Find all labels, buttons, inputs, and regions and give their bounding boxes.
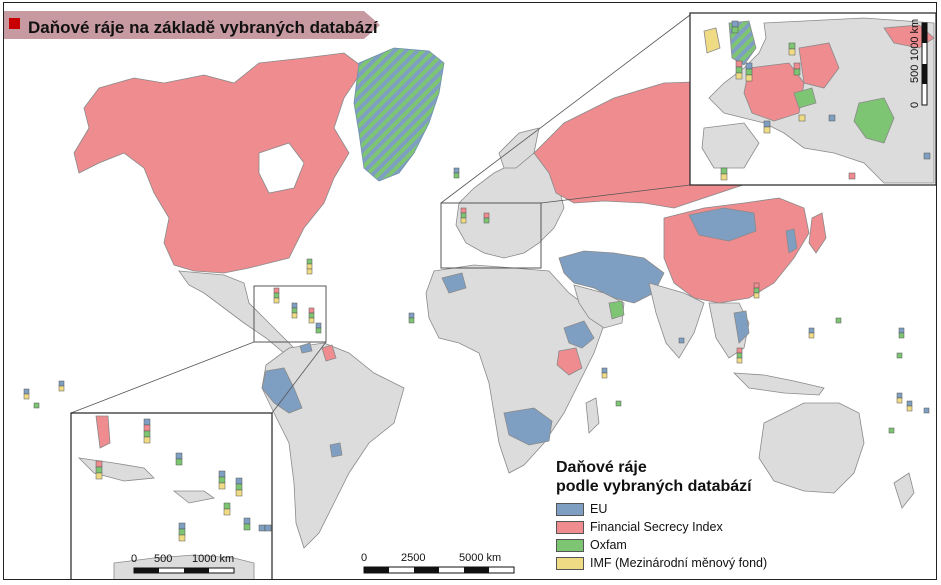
legend-item-fsi: Financial Secrecy Index — [556, 518, 776, 536]
main-scale-label-0: 0 — [361, 552, 368, 564]
africa — [425, 264, 605, 474]
peru-eu — [261, 367, 303, 414]
legend-item-eu: EU — [556, 500, 776, 518]
oman-oxfam — [608, 300, 625, 320]
marker-europe-main — [460, 207, 490, 224]
marker-atlantic — [408, 167, 460, 324]
caribbean-leader-line-2 — [271, 341, 327, 414]
caribbean-scale-label-1000: 1000 km — [192, 553, 235, 565]
legend-title-line2: podle vybraných databází — [556, 478, 752, 495]
legend-item-oxfam: Oxfam — [556, 536, 776, 554]
main-scale-label-2500: 2500 — [401, 552, 426, 564]
caribbean-scale-label-500: 500 — [154, 553, 173, 565]
mexico — [178, 270, 295, 354]
main-scale-bar — [363, 566, 515, 574]
marker-pacific — [888, 327, 930, 434]
india — [648, 282, 705, 359]
europe-leader-line-2 — [440, 14, 691, 204]
west-africa-eu — [441, 272, 467, 294]
legend: Daňové ráje podle vybraných databází EU … — [556, 458, 776, 572]
madagascar — [585, 397, 600, 434]
main-scale-label-5000: 5000 km — [459, 552, 502, 564]
legend-label-oxfam: Oxfam — [590, 538, 627, 552]
japan-fsi — [808, 212, 827, 254]
legend-label-eu: EU — [590, 502, 608, 516]
mongolia-eu — [688, 207, 757, 242]
map-title: Daňové ráje na základě vybraných databáz… — [28, 18, 378, 37]
marker-carib-1 — [291, 302, 298, 319]
marker-indian-ocean — [601, 337, 685, 407]
legend-swatch-eu — [556, 502, 584, 516]
indonesia — [732, 372, 825, 396]
hudson-bay — [258, 142, 305, 194]
legend-item-imf: IMF (Mezinárodní měnový fond) — [556, 554, 776, 572]
marker-carib-2 — [308, 307, 315, 324]
europe-leader-line — [540, 184, 691, 204]
caribbean-leader-line — [70, 341, 255, 414]
marker-bahamas — [273, 287, 280, 304]
legend-swatch-oxfam — [556, 538, 584, 552]
caribbean-inset — [70, 412, 273, 579]
korea-eu — [785, 228, 798, 254]
australia — [758, 402, 865, 494]
marker-carib-3 — [315, 322, 322, 334]
europe-inset — [689, 12, 936, 186]
legend-title: Daňové ráje podle vybraných databází — [556, 458, 776, 496]
europe-scale-label-500: 500 — [909, 64, 921, 83]
europe-extent-box — [440, 202, 542, 269]
north-america-fsi — [73, 52, 365, 274]
legend-label-imf: IMF (Mezinárodní měnový fond) — [590, 556, 768, 570]
legend-label-fsi: Financial Secrecy Index — [590, 520, 723, 534]
legend-swatch-fsi — [556, 520, 584, 534]
greenland — [353, 47, 445, 182]
uruguay-eu — [329, 442, 343, 458]
marker-asia — [736, 282, 842, 364]
middle-east-eu — [558, 250, 665, 304]
legend-swatch-imf — [556, 556, 584, 570]
caribbean-extent-box — [253, 285, 327, 343]
marker-hawaii — [23, 380, 65, 409]
marker-bermuda — [306, 258, 313, 275]
map-frame: Daňové ráje na základě vybraných databáz… — [3, 2, 937, 580]
europe-scale-label-0: 0 — [909, 101, 921, 108]
kenya-fsi — [556, 347, 583, 376]
europe-scale-label-1000: 1000 km — [909, 18, 921, 61]
caribbean-scale-label-0: 0 — [131, 553, 138, 565]
panama-eu — [299, 342, 313, 354]
vietnam-eu — [733, 310, 750, 344]
guyana-fsi — [321, 344, 337, 362]
island-markers — [23, 167, 930, 434]
title-banner-shape — [4, 11, 380, 39]
botswana-namibia-eu — [503, 407, 553, 446]
new-zealand — [893, 472, 915, 509]
world-map — [4, 11, 936, 579]
somalia-eu — [563, 320, 595, 349]
legend-title-line1: Daňové ráje — [556, 459, 647, 476]
